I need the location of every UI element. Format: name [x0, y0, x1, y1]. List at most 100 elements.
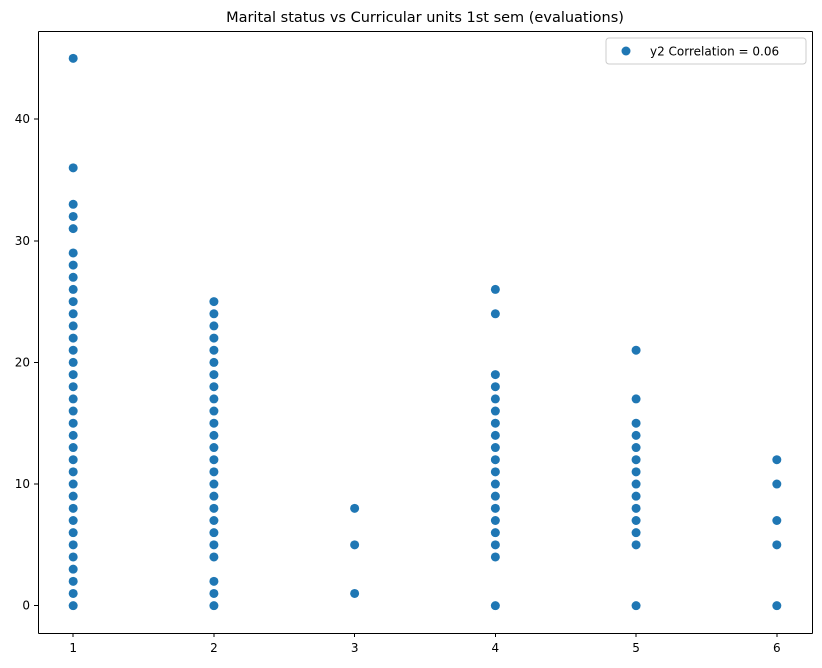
- y-tick-label: 30: [15, 234, 30, 248]
- data-point: [68, 345, 78, 355]
- data-point: [68, 418, 78, 428]
- data-point: [209, 357, 219, 367]
- data-point: [490, 394, 500, 404]
- y-axis-ticks: 0 10 20 30 40: [15, 112, 38, 613]
- data-point: [631, 345, 641, 355]
- data-point: [631, 601, 641, 611]
- data-point: [209, 406, 219, 416]
- data-point: [68, 576, 78, 586]
- data-point: [209, 297, 219, 307]
- x-tick-label: 1: [69, 641, 77, 655]
- data-point: [209, 443, 219, 453]
- data-point: [209, 528, 219, 538]
- data-point: [209, 467, 219, 477]
- data-point: [490, 601, 500, 611]
- data-point: [209, 503, 219, 513]
- data-point: [68, 163, 78, 173]
- data-point: [209, 588, 219, 598]
- data-point: [772, 540, 782, 550]
- data-point: [209, 394, 219, 404]
- data-point: [631, 418, 641, 428]
- x-tick-label: 5: [632, 641, 640, 655]
- data-point: [68, 260, 78, 270]
- y-tick-label: 10: [15, 477, 30, 491]
- data-point: [68, 333, 78, 343]
- data-point: [68, 552, 78, 562]
- x-tick-label: 4: [492, 641, 500, 655]
- data-point: [490, 284, 500, 294]
- data-point: [209, 540, 219, 550]
- data-point: [209, 516, 219, 526]
- data-point: [68, 588, 78, 598]
- data-point: [209, 309, 219, 319]
- data-point: [209, 601, 219, 611]
- data-point: [209, 430, 219, 440]
- y-tick-label: 20: [15, 355, 30, 369]
- y-tick-label: 40: [15, 112, 30, 126]
- data-point: [68, 540, 78, 550]
- data-point: [490, 540, 500, 550]
- data-point: [631, 479, 641, 489]
- data-point: [209, 321, 219, 331]
- data-point: [631, 430, 641, 440]
- data-point: [209, 552, 219, 562]
- data-point: [68, 455, 78, 465]
- data-point: [631, 455, 641, 465]
- data-point: [68, 467, 78, 477]
- data-point: [631, 394, 641, 404]
- x-axis-ticks: 1 2 3 4 5 6: [69, 633, 781, 655]
- data-point: [631, 516, 641, 526]
- data-point: [68, 309, 78, 319]
- data-point: [68, 503, 78, 513]
- data-point: [209, 576, 219, 586]
- data-point: [490, 528, 500, 538]
- data-point: [68, 479, 78, 489]
- data-point: [772, 455, 782, 465]
- data-point: [68, 564, 78, 574]
- data-point: [68, 224, 78, 234]
- data-point: [490, 443, 500, 453]
- data-point: [350, 503, 360, 513]
- data-points: [68, 53, 782, 611]
- data-point: [772, 479, 782, 489]
- data-point: [209, 333, 219, 343]
- data-point: [68, 199, 78, 209]
- data-point: [209, 370, 219, 380]
- legend-marker-icon: [621, 46, 631, 56]
- data-point: [772, 601, 782, 611]
- data-point: [209, 382, 219, 392]
- data-point: [631, 443, 641, 453]
- data-point: [68, 491, 78, 501]
- data-point: [490, 430, 500, 440]
- data-point: [490, 382, 500, 392]
- data-point: [631, 503, 641, 513]
- data-point: [631, 540, 641, 550]
- data-point: [209, 455, 219, 465]
- legend-box: [605, 37, 807, 65]
- y-tick-label: 0: [22, 599, 30, 613]
- data-point: [68, 382, 78, 392]
- data-point: [68, 430, 78, 440]
- data-point: [490, 309, 500, 319]
- data-point: [350, 588, 360, 598]
- data-point: [68, 394, 78, 404]
- data-point: [490, 406, 500, 416]
- chart-title: Marital status vs Curricular units 1st s…: [226, 10, 624, 26]
- data-point: [490, 491, 500, 501]
- plot-frame: [38, 31, 813, 634]
- data-point: [68, 406, 78, 416]
- data-point: [490, 370, 500, 380]
- data-point: [209, 479, 219, 489]
- data-point: [68, 528, 78, 538]
- data-point: [209, 491, 219, 501]
- data-point: [209, 418, 219, 428]
- data-point: [68, 248, 78, 258]
- data-point: [68, 370, 78, 380]
- data-point: [490, 418, 500, 428]
- data-point: [772, 516, 782, 526]
- data-point: [68, 601, 78, 611]
- x-tick-label: 3: [351, 641, 359, 655]
- data-point: [490, 552, 500, 562]
- data-point: [631, 467, 641, 477]
